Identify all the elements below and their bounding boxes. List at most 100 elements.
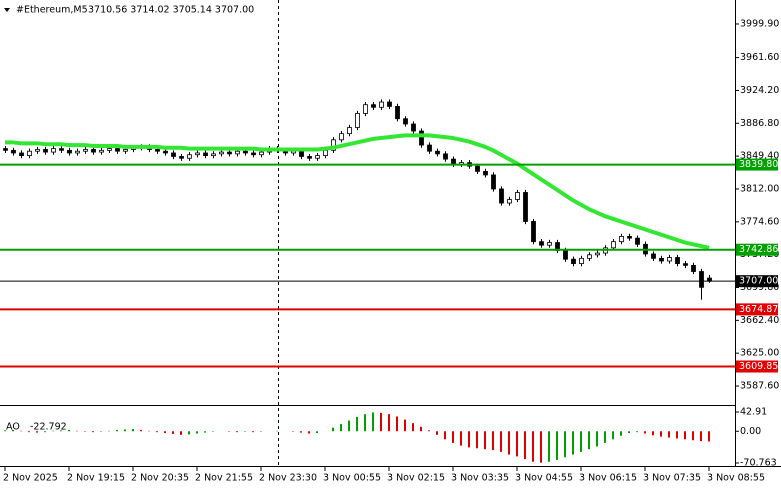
candle-body [403,118,408,125]
y-tick-label: 3774.60 [740,216,779,227]
x-tick-label: 3 Nov 06:15 [579,473,637,484]
x-tick-label: 3 Nov 03:35 [451,473,509,484]
candle-body [571,258,576,265]
moving-average [5,133,710,250]
candle-body [83,149,88,152]
level-tag [736,360,778,373]
menu-arrow[interactable] [4,8,10,12]
candle-body [579,257,584,265]
candle-body [443,153,448,160]
candle-body [419,130,424,146]
candle-body [635,237,640,245]
x-tick-label: 3 Nov 08:55 [707,473,765,484]
x-tick-label: 3 Nov 02:15 [387,473,445,484]
candle-body [475,165,480,172]
y-tick-label: 3662.40 [740,315,779,326]
candle-body [547,242,552,246]
candle-body [515,192,520,200]
level-tag-label: 3707.00 [739,276,778,287]
candle-body [387,101,392,107]
candle-body [355,113,360,128]
candle-body [619,235,624,243]
candle-body [507,199,512,204]
x-tick-label: 2 Nov 19:15 [67,473,125,484]
candle-body [155,149,160,152]
candle-body [243,150,248,154]
candle-body [331,139,336,151]
candle-body [539,241,544,246]
candle-body [339,133,344,141]
candle-body [99,149,104,153]
candle-body [91,149,96,153]
candle-body [171,152,176,157]
x-tick-label: 2 Nov 23:30 [259,473,317,484]
candle-body [115,148,120,152]
y-tick-label: 3625.00 [740,348,779,359]
candle-body [43,149,48,153]
ao-tick-label: -70.763 [740,458,777,469]
candle-body [307,156,312,159]
x-tick-label: 2 Nov 21:55 [195,473,253,484]
x-tick-label: 3 Nov 07:35 [643,473,701,484]
candle-body [691,264,696,272]
candle-body [587,254,592,259]
x-tick-label: 3 Nov 00:55 [323,473,381,484]
candle-body [395,106,400,120]
candle-body [627,235,632,239]
x-tick-label: 2 Nov 2025 [3,473,58,484]
candle-body [251,152,256,156]
ao-tick-label: 42.91 [740,407,767,418]
candle-body [291,150,296,154]
candle-body [203,152,208,157]
level-tag-label: 3742.86 [739,244,778,255]
candle-body [411,123,416,132]
candle-body [427,144,432,152]
y-tick-label: 3699.80 [740,282,779,293]
candle-body [187,154,192,159]
candle-body [51,148,56,153]
x-tick-label: 3 Nov 04:55 [515,473,573,484]
candle-body [59,148,64,151]
candle-body [27,150,32,157]
candle-body [299,150,304,157]
candle-body [483,171,488,176]
x-tick-label: 2 Nov 20:35 [131,473,189,484]
candle-body [659,257,664,262]
y-tick-label: 3961.60 [740,52,779,63]
candle-body [651,253,656,259]
candle-body [611,241,616,249]
ao-value: -22.792 [30,422,67,433]
candle-body [123,149,128,152]
candle-body [683,263,688,266]
candle-body [235,150,240,155]
candle-body [195,152,200,156]
candle-body [107,148,112,151]
candle-body [19,152,24,157]
candle-body [347,127,352,135]
candle-body [595,252,600,256]
candle-body [315,155,320,159]
candle-body [531,221,536,243]
y-tick-label: 3849.40 [740,151,779,162]
level-tag-label: 3674.87 [739,304,778,315]
candle-body [379,101,384,108]
level-tag [736,275,778,288]
candle-body [499,188,504,204]
candle-body [563,250,568,260]
candle-body [523,192,528,222]
y-tick-label: 3587.60 [740,381,779,392]
candle-body [75,150,80,154]
y-tick-label: 3999.90 [740,18,779,29]
ao-name: AO [6,422,20,433]
candle-body [227,151,232,155]
candle-body [435,150,440,155]
candle-body [323,149,328,157]
y-tick-label: 3886.80 [740,118,779,129]
level-tag [736,303,778,316]
level-tag [736,243,778,256]
candle-body [11,149,16,154]
candle-body [667,257,672,262]
candle-body [699,271,704,288]
